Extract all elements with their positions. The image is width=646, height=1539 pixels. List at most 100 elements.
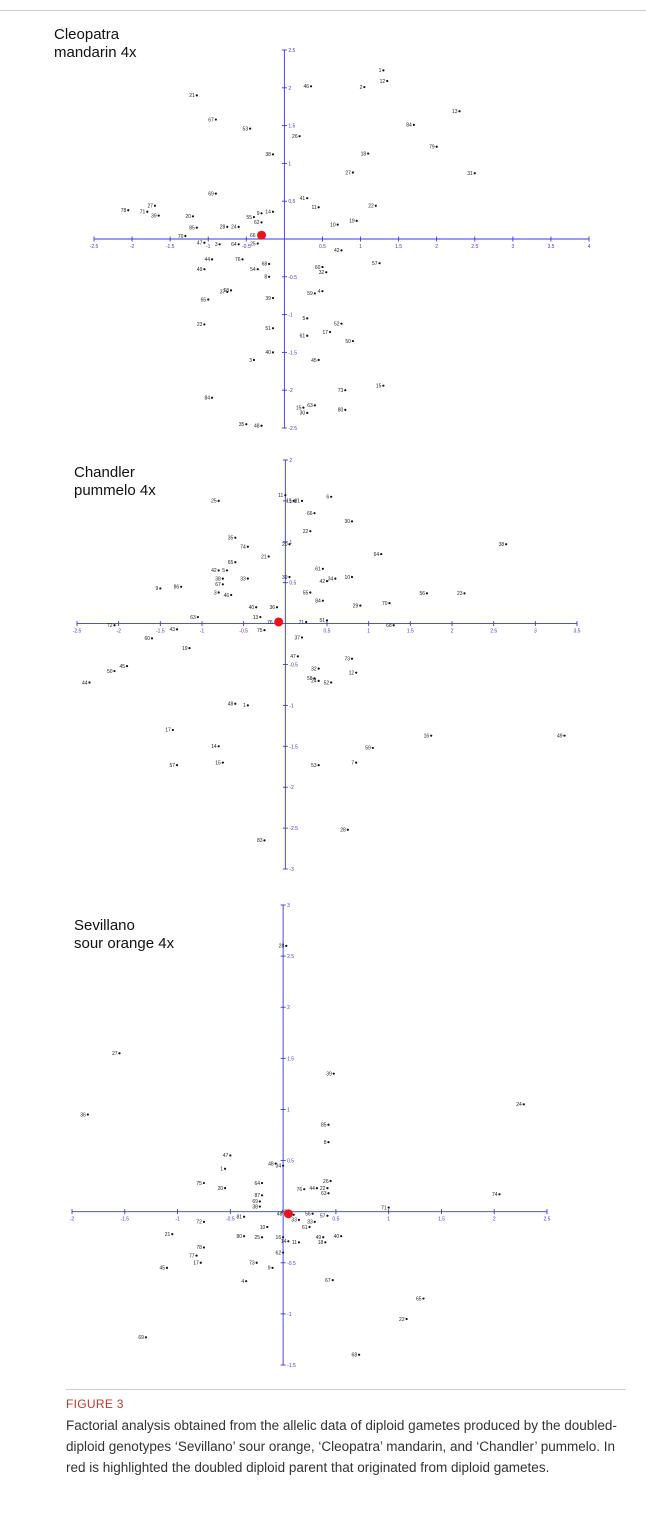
data-point (371, 746, 374, 750)
data-point (330, 495, 333, 498)
data-point (315, 1187, 318, 1190)
point-label: 48 (268, 1161, 274, 1167)
y-tick-label: -1 (288, 313, 293, 319)
y-tick-label: 1.5 (287, 1056, 294, 1062)
point-label: 27 (112, 1051, 118, 1057)
y-tick-label: 0.5 (288, 199, 295, 205)
x-tick-label: 3.5 (574, 629, 581, 635)
point-label: 12 (380, 79, 386, 85)
point-label: 71 (299, 620, 305, 626)
point-label: 60 (144, 636, 150, 642)
point-label: 73 (344, 657, 350, 663)
chart-title-line: pummelo 4x (74, 482, 156, 499)
point-label: 84 (315, 598, 321, 604)
point-label: 14 (265, 210, 271, 216)
data-point (203, 268, 206, 271)
data-point (473, 172, 476, 175)
point-label: 49 (557, 733, 563, 739)
point-label: 26 (292, 134, 298, 140)
data-point (322, 1236, 325, 1239)
data-point (505, 543, 508, 546)
data-point (374, 204, 377, 207)
point-label: 30 (300, 411, 306, 417)
data-point (458, 110, 461, 113)
data-point (325, 579, 329, 583)
data-point (313, 1220, 316, 1223)
data-point (302, 406, 305, 409)
point-label: 47 (223, 1153, 229, 1159)
point-label: 72 (107, 623, 113, 629)
data-point (350, 575, 354, 579)
data-point (303, 1188, 306, 1191)
point-label: 65 (416, 1296, 422, 1302)
point-label: 28 (279, 944, 285, 950)
point-label: 11 (311, 205, 316, 211)
point-label: 57 (372, 261, 378, 267)
x-tick-label: -1 (200, 629, 205, 635)
data-point (358, 1353, 361, 1356)
y-tick-label: -2 (288, 388, 293, 394)
point-label: 62 (276, 1250, 282, 1256)
point-label: 61 (315, 567, 321, 573)
point-label: 9 (257, 211, 260, 217)
point-label: 34 (328, 576, 334, 582)
data-point (344, 389, 347, 392)
point-label: 20 (282, 542, 288, 548)
point-label: 85 (189, 225, 195, 231)
data-point (340, 322, 343, 325)
data-point (230, 593, 233, 597)
data-point (412, 123, 415, 126)
data-point (313, 677, 316, 680)
point-label: 39 (282, 575, 288, 581)
data-point (306, 317, 309, 320)
x-tick-label: 2 (451, 629, 454, 635)
data-point (422, 1297, 425, 1300)
point-label: 5 (222, 568, 225, 574)
data-point (346, 828, 349, 831)
point-label: 40 (334, 1234, 340, 1240)
point-label: 2 (360, 85, 363, 91)
data-point (317, 667, 320, 670)
data-point (118, 1052, 121, 1055)
point-label: 10 (330, 222, 336, 228)
point-label: 76 (297, 1187, 303, 1193)
data-point (255, 1261, 258, 1264)
data-point (292, 1213, 295, 1216)
data-point (202, 1181, 206, 1185)
y-tick-label: -1.5 (289, 744, 298, 750)
point-label: 19 (182, 646, 188, 652)
data-point (260, 424, 263, 427)
data-point (282, 1251, 285, 1254)
data-point (321, 599, 324, 602)
data-point (207, 298, 210, 301)
x-tick-label: -2 (70, 1217, 75, 1223)
point-label: 62 (254, 220, 260, 226)
data-point (300, 499, 304, 502)
point-label: 87 (254, 1193, 260, 1199)
point-label: 57 (320, 1214, 326, 1220)
point-label: 3 (249, 358, 252, 364)
point-label: 15 (376, 383, 382, 389)
y-tick-label: 0.5 (289, 581, 296, 587)
point-label: 5 (302, 316, 305, 322)
data-point (210, 396, 214, 399)
data-point (463, 592, 466, 595)
point-label: 75 (196, 1181, 202, 1187)
data-point (313, 404, 316, 407)
x-tick-label: -2 (130, 244, 135, 250)
data-point (306, 411, 309, 414)
data-point (386, 79, 389, 83)
data-point (351, 339, 355, 343)
point-label: 57 (169, 763, 175, 769)
data-point (380, 552, 383, 556)
data-point (321, 567, 324, 570)
x-tick-label: 2.5 (490, 629, 497, 635)
y-tick-label: -2.5 (288, 426, 297, 432)
point-label: 63 (321, 1191, 327, 1197)
data-point (226, 290, 229, 294)
point-label: 85 (321, 1123, 327, 1129)
data-point (324, 1241, 327, 1244)
chart-title-line: sour orange 4x (74, 935, 175, 952)
data-point (214, 118, 217, 121)
data-point (274, 1162, 277, 1165)
